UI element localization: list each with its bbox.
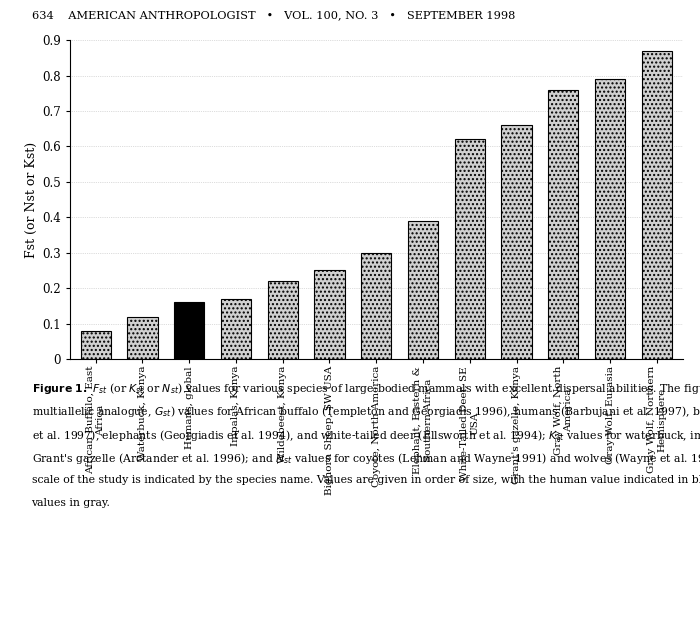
Text: multiallelic analogue, $\it{G}$$_{\it{st}}$) values for African buffalo (Templet: multiallelic analogue, $\it{G}$$_{\it{st… [32, 404, 700, 419]
Text: values in gray.: values in gray. [32, 498, 111, 508]
Text: et al. 1997), elephants (Georgiadis et al. 1994), and white-tailed deer (Ellswor: et al. 1997), elephants (Georgiadis et a… [32, 428, 700, 443]
Bar [314, 271, 344, 359]
Bar [220, 299, 251, 359]
Bar [595, 79, 625, 359]
Bar [267, 281, 298, 359]
Bar [501, 125, 532, 359]
Bar [408, 221, 438, 359]
Y-axis label: Fst (or Nst or Kst): Fst (or Nst or Kst) [25, 142, 38, 258]
Text: 634    AMERICAN ANTHROPOLOGIST   •   VOL. 100, NO. 3   •   SEPTEMBER 1998: 634 AMERICAN ANTHROPOLOGIST • VOL. 100, … [32, 10, 515, 20]
Text: Grant's gazelle (Arctander et al. 1996); and $\it{N}$$_{\it{st}}$ values for coy: Grant's gazelle (Arctander et al. 1996);… [32, 451, 700, 466]
Bar [548, 90, 578, 359]
Bar [80, 331, 111, 359]
Bar [127, 316, 158, 359]
Text: scale of the study is indicated by the species name. Values are given in order o: scale of the study is indicated by the s… [32, 475, 700, 485]
Text: $\bf{Figure\ 1.}$ $\it{F}$$_{\it{st}}$ (or $\it{K}$$_{\it{st}}$ or $\it{N}$$_{\i: $\bf{Figure\ 1.}$ $\it{F}$$_{\it{st}}$ (… [32, 381, 700, 396]
Bar [454, 139, 485, 359]
Bar [361, 253, 391, 359]
Bar [174, 302, 204, 359]
Bar [642, 51, 672, 359]
